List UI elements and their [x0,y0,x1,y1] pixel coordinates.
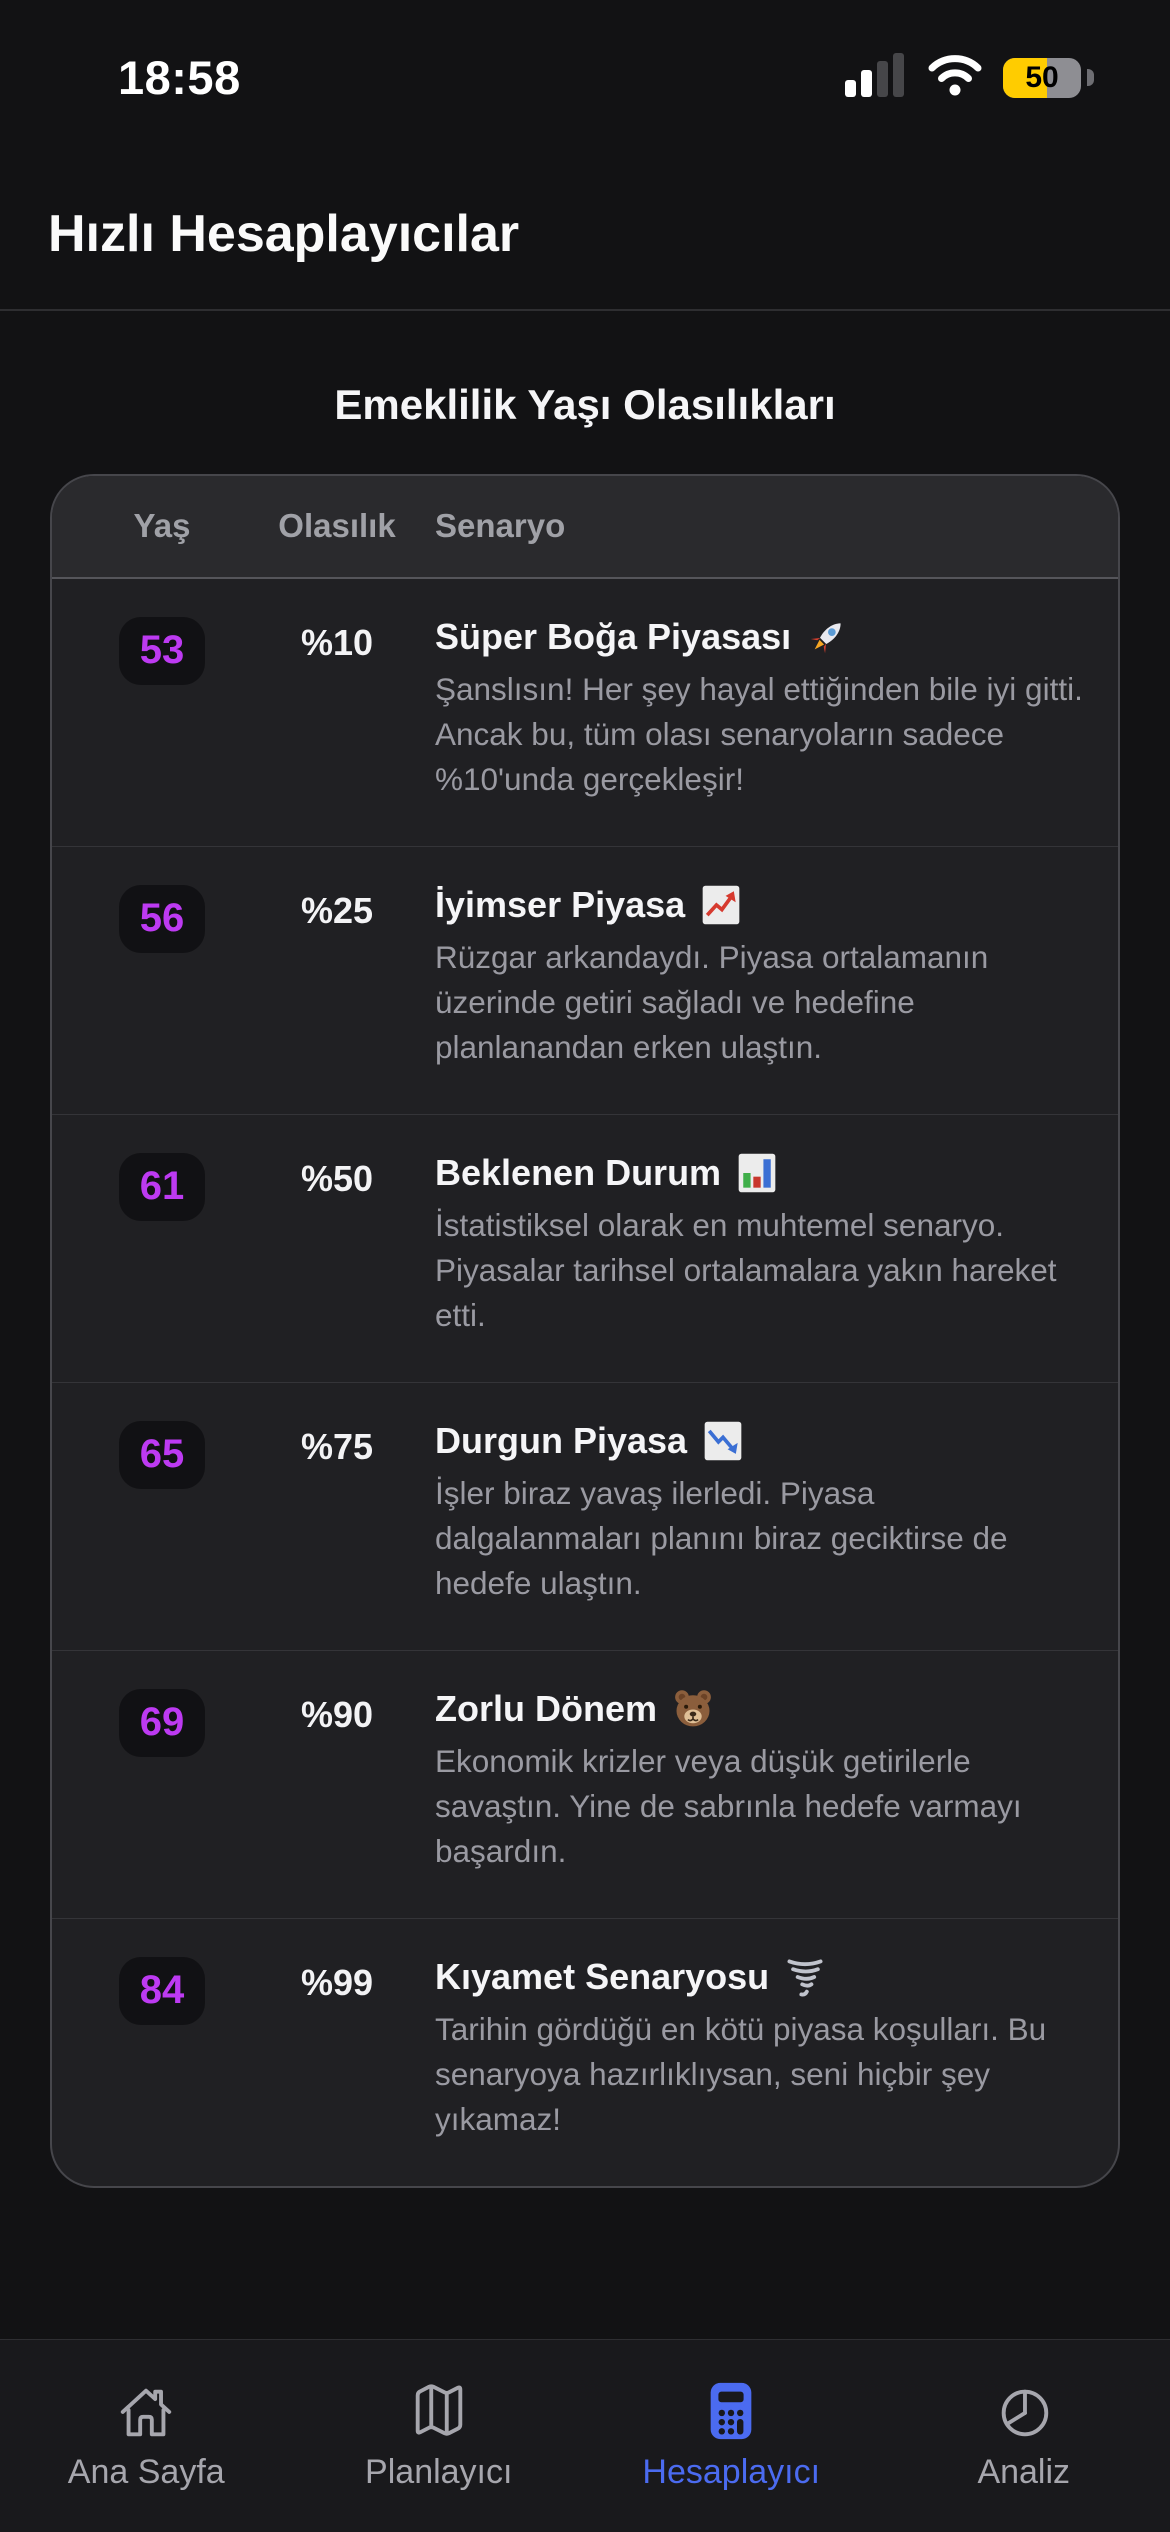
rocket-icon [805,615,849,659]
section-title: Emeklilik Yaşı Olasılıkları [334,380,836,428]
age-badge: 84 [119,1956,205,2025]
bear-icon [671,1687,715,1731]
tab-planlayici[interactable]: Planlayıcı [293,2340,586,2532]
probability-value: %90 [300,1693,374,1735]
scenario-title: Beklenen Durum [435,1151,722,1193]
page-title: Hızlı Hesaplayıcılar [48,205,520,263]
scenario-title: Kıyamet Senaryosu [435,1955,770,1997]
probability-value: %50 [300,1157,374,1199]
age-badge: 56 [119,884,205,953]
table-row: 84 %99 Kıyamet Senaryosu Tarihin gördüğü… [52,1917,1118,2186]
tab-bar: Ana Sayfa Planlayıcı [0,2339,1170,2532]
table-row: 69 %90 Zorlu Dönem [52,1649,1118,1918]
status-bar: 18:58 50 [0,0,1170,104]
probability-table-card: Yaş Olasılık Senaryo 53 %10 Süper Boğa P… [50,473,1120,2188]
table-row: 61 %50 Beklenen Durum İstatistiksel olar… [52,1113,1118,1382]
scenario-description: İstatistiksel olarak en muhtemel senaryo… [435,1206,1057,1333]
page-header: Hızlı Hesaplayıcılar [0,0,1170,265]
table-row: 53 %10 Süper Boğa Piyasası [52,579,1118,846]
tab-hesaplayici[interactable]: Hesaplayıcı [585,2340,878,2532]
age-badge: 53 [119,616,205,685]
probability-value: %25 [300,889,374,931]
status-time: 18:58 [118,51,241,104]
age-badge: 69 [119,1688,205,1757]
battery-percent: 50 [1025,60,1059,94]
scenario-description: İşler biraz yavaş ilerledi. Piyasa dalga… [435,1474,1008,1601]
bar-chart-icon [735,1151,779,1195]
tab-analiz[interactable]: Analiz [878,2340,1170,2532]
calculator-icon [700,2380,762,2442]
map-icon [408,2380,470,2442]
age-badge: 61 [119,1152,205,1221]
probability-value: %75 [300,1425,374,1467]
tab-label: Analiz [977,2453,1071,2491]
tab-label: Planlayıcı [365,2453,513,2491]
scenario-title: Durgun Piyasa [435,1419,688,1461]
battery-nub [1087,69,1094,86]
scenario-description: Şanslısın! Her şey hayal ettiğinden bile… [435,670,1083,797]
table-row: 56 %25 İyimser Piyasa Rüzgar arkandaydı.… [52,845,1118,1114]
header-divider [0,308,1170,311]
age-badge: 65 [119,1420,205,1489]
home-icon [115,2380,177,2442]
scenario-description: Rüzgar arkandaydı. Piyasa ortalamanın üz… [435,938,989,1065]
scenario-description: Tarihin gördüğü en kötü piyasa koşulları… [435,2010,1047,2137]
table-row: 65 %75 Durgun Piyasa İşler biraz yavaş i… [52,1381,1118,1650]
column-header-scenario: Senaryo [435,507,566,545]
column-header-probability: Olasılık [278,507,396,545]
column-header-age: Yaş [133,507,191,545]
table-header-row: Yaş Olasılık Senaryo [52,475,1118,579]
probability-value: %99 [300,1961,374,2003]
pie-chart-icon [993,2380,1055,2442]
probability-value: %10 [300,621,374,663]
scenario-description: Ekonomik krizler veya düşük getirilerle … [435,1742,1022,1869]
scenario-title: Zorlu Dönem [435,1687,657,1729]
chart-up-icon [699,883,743,927]
tornado-icon [783,1955,827,1999]
scenario-title: İyimser Piyasa [435,883,686,925]
cellular-signal-icon [845,52,907,103]
tab-ana-sayfa[interactable]: Ana Sayfa [0,2340,293,2532]
tab-label: Hesaplayıcı [642,2453,821,2491]
wifi-icon [927,54,983,101]
chart-down-icon [701,1419,745,1463]
tab-label: Ana Sayfa [67,2453,225,2491]
battery-icon: 50 [1003,57,1081,98]
scenario-title: Süper Boğa Piyasası [435,615,792,657]
